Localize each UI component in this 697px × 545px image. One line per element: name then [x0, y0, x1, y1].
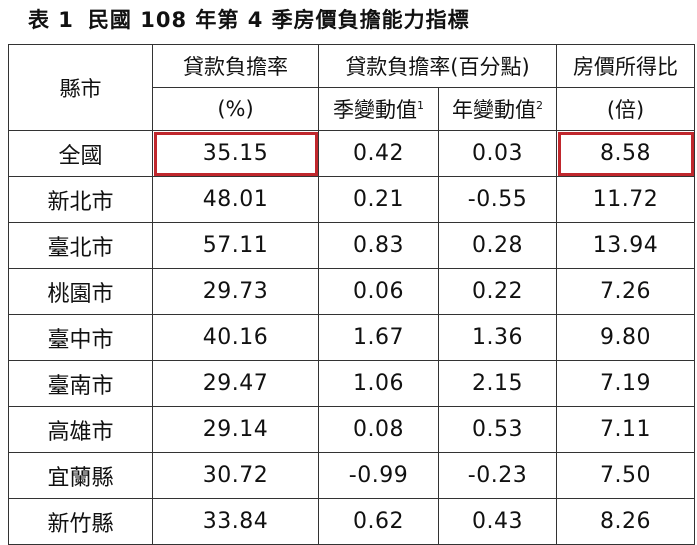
table-row: 全國 35.15 0.42 0.03 8.58 — [8, 130, 696, 177]
cell-city: 新北市 — [8, 176, 153, 223]
cell-city: 臺北市 — [8, 222, 153, 269]
table-row: 臺南市 29.47 1.06 2.15 7.19 — [8, 360, 696, 407]
table-row: 宜蘭縣 30.72 -0.99 -0.23 7.50 — [8, 452, 696, 499]
header-loan-ratio-change: 貸款負擔率(百分點) — [317, 44, 558, 88]
cell-price-income: 7.19 — [556, 360, 696, 407]
cell-city: 新竹縣 — [8, 498, 153, 545]
cell-qoq: 0.06 — [318, 268, 439, 315]
cell-city: 全國 — [8, 130, 153, 177]
cell-qoq: 0.42 — [318, 130, 439, 177]
table-number: 表 1 — [28, 8, 74, 32]
header-loan-ratio: 貸款負擔率 — [152, 44, 319, 88]
header-yoy-label: 年變動值 — [452, 98, 536, 122]
cell-qoq: 1.67 — [318, 314, 439, 361]
cell-yoy: 0.53 — [437, 406, 558, 453]
cell-qoq: 0.83 — [318, 222, 439, 269]
cell-loan-ratio: 40.16 — [152, 314, 319, 361]
cell-loan-ratio-highlighted: 35.15 — [152, 130, 319, 177]
header-row-2: (%) 季變動值1 年變動值2 (倍) — [9, 87, 696, 131]
cell-yoy: 1.36 — [437, 314, 558, 361]
cell-price-income: 7.11 — [556, 406, 696, 453]
cell-price-income: 9.80 — [556, 314, 696, 361]
cell-loan-ratio: 30.72 — [152, 452, 319, 499]
cell-city: 桃園市 — [8, 268, 153, 315]
table-row: 新竹縣 33.84 0.62 0.43 8.26 — [8, 498, 696, 545]
cell-price-income: 7.26 — [556, 268, 696, 315]
header-city: 縣市 — [8, 44, 153, 131]
table-row: 新北市 48.01 0.21 -0.55 11.72 — [8, 176, 696, 223]
header-row-1: 縣市 貸款負擔率 貸款負擔率(百分點) 房價所得比 — [8, 44, 696, 131]
table-title: 表 1 民國 108 年第 4 季房價負擔能力指標 — [28, 4, 470, 34]
header-yoy: 年變動值2 — [437, 87, 558, 131]
cell-price-income: 8.26 — [556, 498, 696, 545]
header-qoq-footnote: 1 — [417, 99, 424, 112]
cell-qoq: -0.99 — [318, 452, 439, 499]
header-price-income: 房價所得比 — [556, 44, 696, 88]
table-row: 桃園市 29.73 0.06 0.22 7.26 — [8, 268, 696, 315]
cell-yoy: 0.03 — [437, 130, 558, 177]
table-row: 臺北市 57.11 0.83 0.28 13.94 — [8, 222, 696, 269]
cell-city: 高雄市 — [8, 406, 153, 453]
cell-yoy: 2.15 — [437, 360, 558, 407]
header-qoq-label: 季變動值 — [333, 98, 417, 122]
cell-city: 宜蘭縣 — [8, 452, 153, 499]
cell-yoy: 0.43 — [437, 498, 558, 545]
cell-qoq: 1.06 — [318, 360, 439, 407]
cell-price-income: 7.50 — [556, 452, 696, 499]
cell-price-income: 11.72 — [556, 176, 696, 223]
cell-city: 臺中市 — [8, 314, 153, 361]
cell-price-income: 13.94 — [556, 222, 696, 269]
header-yoy-footnote: 2 — [536, 99, 543, 112]
cell-yoy: 0.28 — [437, 222, 558, 269]
cell-loan-ratio: 33.84 — [152, 498, 319, 545]
header-loan-ratio-unit: (%) — [152, 87, 319, 131]
cell-loan-ratio: 57.11 — [152, 222, 319, 269]
cell-yoy: -0.23 — [437, 452, 558, 499]
cell-loan-ratio: 29.47 — [152, 360, 319, 407]
housing-affordability-table: 縣市 貸款負擔率 貸款負擔率(百分點) 房價所得比 (%) 季變動值1 年變動值… — [8, 44, 696, 545]
header-price-income-unit: (倍) — [556, 87, 696, 131]
cell-qoq: 0.08 — [318, 406, 439, 453]
cell-qoq: 0.62 — [318, 498, 439, 545]
cell-price-income-highlighted: 8.58 — [556, 130, 696, 177]
cell-yoy: 0.22 — [437, 268, 558, 315]
cell-loan-ratio: 29.14 — [152, 406, 319, 453]
cell-loan-ratio: 48.01 — [152, 176, 319, 223]
table-caption: 民國 108 年第 4 季房價負擔能力指標 — [87, 8, 470, 32]
cell-qoq: 0.21 — [318, 176, 439, 223]
cell-city: 臺南市 — [8, 360, 153, 407]
header-qoq: 季變動值1 — [318, 87, 439, 131]
table-row: 臺中市 40.16 1.67 1.36 9.80 — [8, 314, 696, 361]
cell-yoy: -0.55 — [437, 176, 558, 223]
cell-loan-ratio: 29.73 — [152, 268, 319, 315]
table-row: 高雄市 29.14 0.08 0.53 7.11 — [8, 406, 696, 453]
